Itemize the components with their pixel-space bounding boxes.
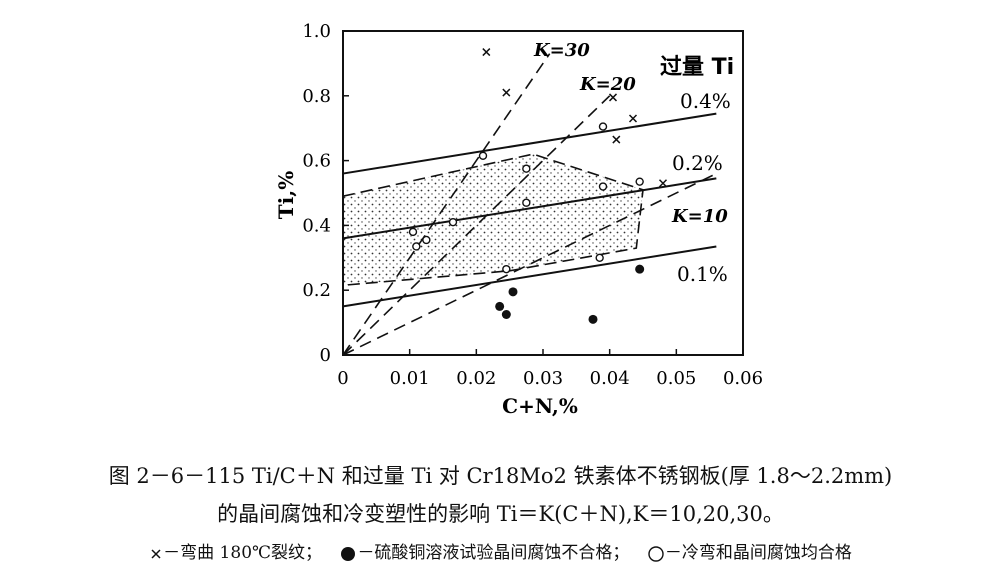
filled-circle-point [495, 301, 505, 311]
x-tick-label: 0.06 [723, 368, 763, 389]
figure-legend: －弯曲 180℃裂纹； －硫酸铜溶液试验晶间腐蚀不合格； －冷弯和晶间腐蚀均合格 [0, 538, 1001, 563]
open-circle-point [598, 122, 608, 131]
legend-open-label: －冷弯和晶间腐蚀均合格 [664, 543, 852, 563]
k-ratio-line [342, 172, 717, 356]
figure-caption-line2: 的晶间腐蚀和冷变塑性的影响 Ti＝K(C＋N),K＝10,20,30。 [217, 502, 784, 526]
open-circle-point [522, 164, 531, 173]
x-tick-label: 0 [337, 368, 348, 389]
y-tick-label: 0.4 [302, 215, 331, 236]
cross-point [628, 114, 638, 123]
filled-circle-point [501, 310, 511, 319]
k-line-label: K=20 [579, 74, 636, 95]
excess-ti-line [342, 245, 717, 308]
legend-open: －冷弯和晶间腐蚀均合格 [647, 538, 852, 563]
excess-ti-line [342, 112, 717, 175]
filled-circle-marker-icon [341, 546, 356, 561]
y-tick-label: 1.0 [302, 21, 331, 42]
filled-circle-point [635, 264, 645, 274]
open-circle-point [502, 264, 511, 274]
cross-point [612, 135, 621, 144]
k-line-label: K=10 [671, 206, 728, 227]
x-tick-label: 0.03 [523, 368, 563, 389]
excess-ti-line-label: 0.2% [672, 151, 723, 175]
y-tick-label: 0 [320, 345, 331, 366]
x-tick-label: 0.04 [590, 368, 630, 389]
x-tick-label: 0.02 [456, 368, 496, 389]
k-ratio-line [342, 95, 611, 356]
excess-ti-line-label: 0.1% [677, 262, 728, 286]
open-circle-point [478, 151, 488, 160]
cross-marker-icon [151, 548, 161, 559]
cross-point [658, 179, 668, 188]
legend-filled: －硫酸铜溶液试验晶间腐蚀不合格； [339, 538, 629, 563]
y-tick-label: 0.8 [302, 86, 331, 107]
open-circle-point [522, 198, 531, 207]
cross-point [502, 88, 511, 97]
legend-title: 过量 Ti [660, 55, 734, 80]
open-circle-point [412, 242, 421, 251]
x-axis-label: C+N,% [502, 394, 578, 418]
open-circle-point [448, 217, 458, 227]
open-circle-point [598, 182, 608, 191]
shaded-region [342, 153, 644, 287]
legend-cross-label: －弯曲 180℃裂纹； [163, 543, 323, 563]
open-circle-marker-icon [648, 545, 664, 562]
x-tick-label: 0.01 [390, 368, 430, 389]
legend-cross: －弯曲 180℃裂纹； [149, 538, 322, 563]
open-circle-point [408, 227, 418, 237]
excess-ti-line-label: 0.4% [680, 89, 731, 113]
x-tick-label: 0.05 [656, 368, 696, 389]
k-ratio-line [342, 53, 551, 356]
excess-ti-line [342, 177, 717, 240]
open-circle-point [595, 253, 604, 262]
figure-caption-line1: 图 2－6－115 Ti/C＋N 和过量 Ti 对 Cr18Mo2 铁素体不锈钢… [108, 464, 893, 488]
y-tick-label: 0.2 [302, 280, 331, 301]
y-axis-label: Ti,% [274, 171, 298, 219]
open-circle-point [635, 177, 644, 186]
legend-filled-label: －硫酸铜溶液试验晶间腐蚀不合格； [357, 543, 630, 563]
filled-circle-point [588, 314, 598, 324]
y-tick-label: 0.6 [302, 151, 331, 172]
k-line-label: K=30 [533, 40, 590, 61]
filled-circle-point [508, 287, 518, 297]
open-circle-point [422, 235, 431, 245]
cross-point [482, 48, 491, 57]
cross-point [608, 93, 618, 102]
chart: 0 0.01 0.02 0.03 0.04 0.05 0.06 0 0.2 0.4 0.6 0.8 1.… [274, 21, 763, 418]
